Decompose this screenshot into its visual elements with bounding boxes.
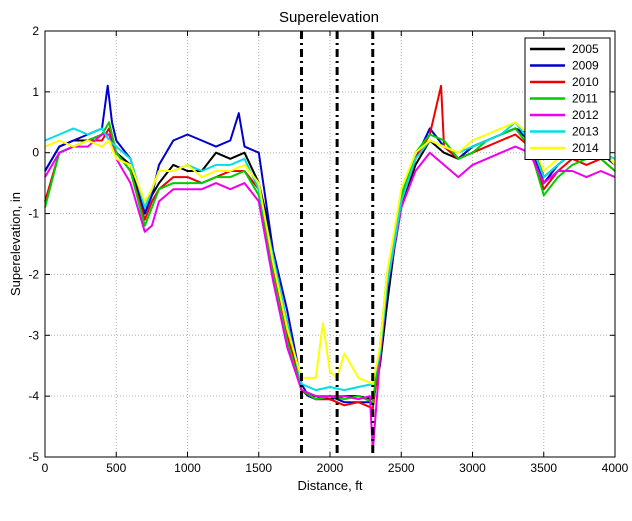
series-line-2011 (44, 121, 616, 404)
legend-label-2014: 2014 (572, 141, 599, 155)
legend-label-2010: 2010 (572, 75, 599, 89)
x-tick-label: 0 (42, 461, 49, 475)
y-tick-label: 1 (32, 85, 39, 99)
x-tick-label: 3000 (459, 461, 486, 475)
legend-label-2009: 2009 (572, 59, 599, 73)
legend-label-2012: 2012 (572, 108, 599, 122)
series-lines (44, 84, 616, 452)
legend: 2005 2009 2010 2011 2012 2013 2014 (524, 37, 611, 160)
x-tick-label: 1500 (245, 461, 272, 475)
series-line-2014 (44, 121, 616, 385)
y-tick-label: -3 (28, 328, 39, 342)
vertical-reference-lines (300, 31, 375, 457)
legend-label-2013: 2013 (572, 125, 599, 139)
legend-label-2005: 2005 (572, 42, 599, 56)
x-axis-ticks: 0 500 1000 1500 2000 2500 3000 3500 4000 (42, 31, 629, 475)
x-tick-label: 2000 (317, 461, 344, 475)
x-tick-label: 3500 (530, 461, 557, 475)
y-axis-ticks: -5 -4 -3 -2 -1 0 1 2 (28, 24, 615, 464)
y-tick-label: -2 (28, 267, 39, 281)
x-axis-label: Distance, ft (297, 478, 362, 493)
x-tick-label: 1000 (174, 461, 201, 475)
y-tick-label: 0 (32, 146, 39, 160)
y-tick-label: 2 (32, 24, 39, 38)
x-tick-label: 500 (106, 461, 126, 475)
x-tick-label: 4000 (602, 461, 629, 475)
chart-title: Superelevation (279, 9, 379, 26)
y-tick-label: -4 (28, 389, 39, 403)
y-tick-label: -5 (28, 450, 39, 464)
y-tick-label: -1 (28, 207, 39, 221)
legend-label-2011: 2011 (572, 92, 598, 106)
y-axis-label: Superelevation, in (8, 192, 23, 296)
series-line-2012 (44, 133, 616, 452)
x-tick-label: 2500 (388, 461, 415, 475)
